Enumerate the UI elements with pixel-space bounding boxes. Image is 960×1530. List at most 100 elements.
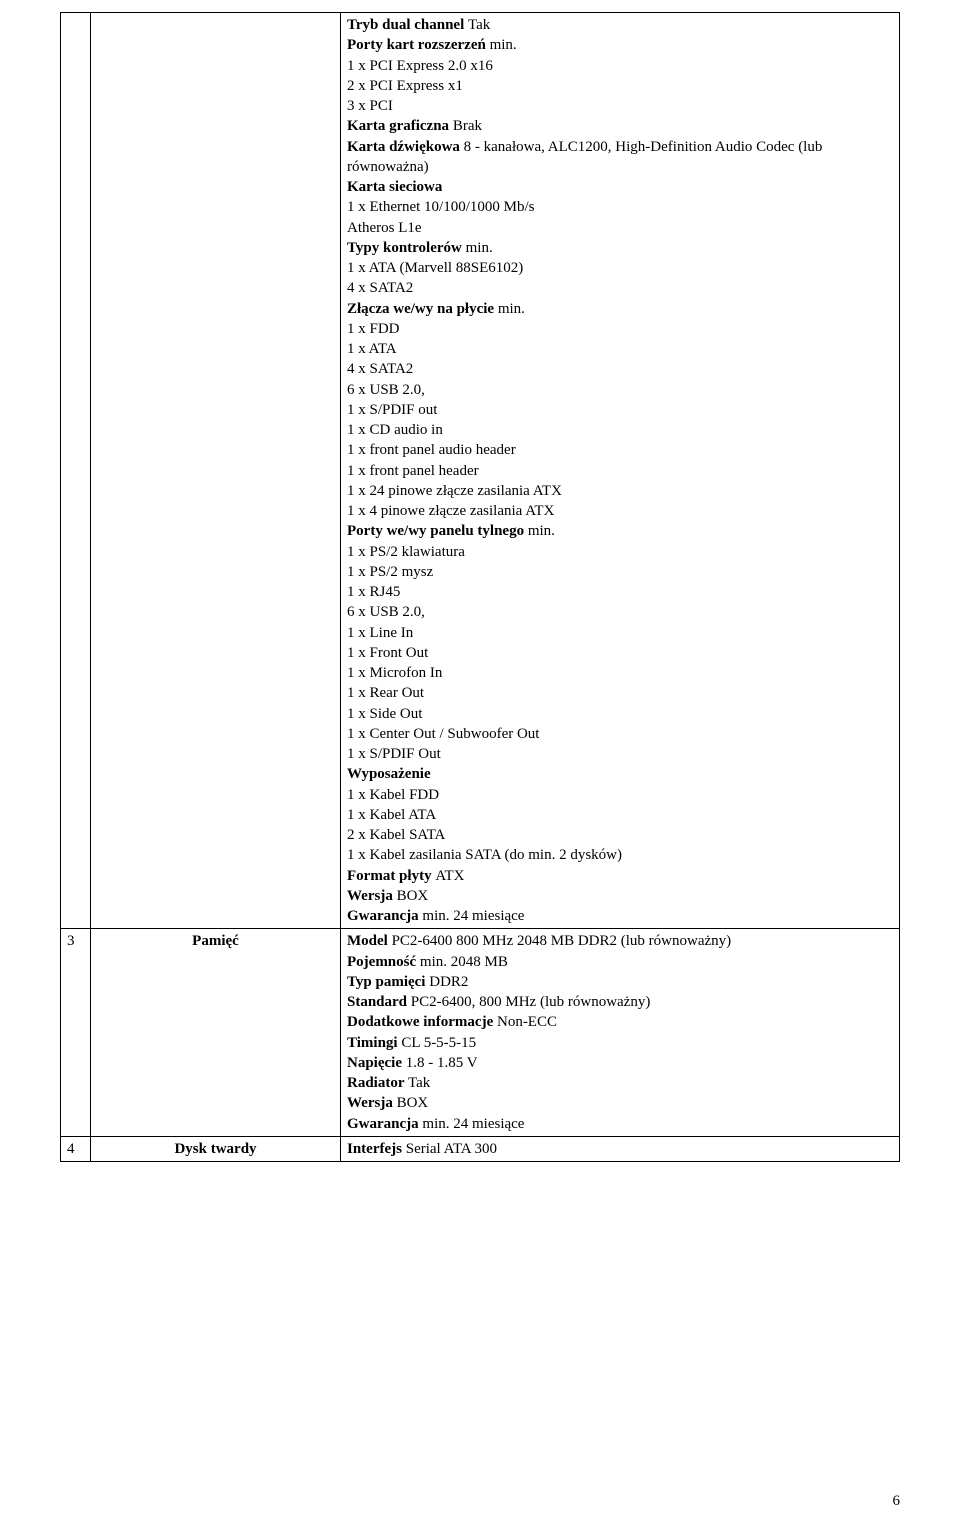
spec-value: 1 x Center Out / Subwoofer Out [347, 726, 539, 742]
spec-line: 1 x RJ45 [347, 582, 893, 602]
spec-line: 1 x Kabel zasilania SATA (do min. 2 dysk… [347, 845, 893, 865]
spec-label: Porty kart rozszerzeń [347, 37, 490, 53]
spec-line: 1 x 4 pinowe złącze zasilania ATX [347, 501, 893, 521]
spec-value: Brak [453, 118, 482, 134]
spec-value: 1 x S/PDIF Out [347, 746, 441, 762]
spec-value: 1 x Microfon In [347, 665, 442, 681]
spec-value: 1 x PS/2 klawiatura [347, 544, 465, 560]
spec-line: Porty kart rozszerzeń min. [347, 35, 893, 55]
spec-line: 1 x PCI Express 2.0 x16 [347, 56, 893, 76]
spec-label: Timingi [347, 1035, 401, 1051]
spec-line: Wersja BOX [347, 886, 893, 906]
spec-value: BOX [397, 1095, 429, 1111]
spec-line: 1 x FDD [347, 319, 893, 339]
spec-label: Wersja [347, 888, 397, 904]
spec-value: 1 x Kabel FDD [347, 787, 439, 803]
spec-line: 1 x Ethernet 10/100/1000 Mb/s [347, 197, 893, 217]
spec-value: min. 2048 MB [420, 954, 508, 970]
spec-line: Model PC2-6400 800 MHz 2048 MB DDR2 (lub… [347, 931, 893, 951]
spec-label: Karta dźwiękowa [347, 139, 464, 155]
spec-label: Typ pamięci [347, 974, 429, 990]
spec-value: 4 x SATA2 [347, 280, 413, 296]
spec-line: 1 x front panel audio header [347, 440, 893, 460]
spec-label: Porty we/wy panelu tylnego [347, 523, 528, 539]
spec-line: Typy kontrolerów min. [347, 238, 893, 258]
spec-label: Radiator [347, 1075, 408, 1091]
spec-label: Gwarancja [347, 1116, 422, 1132]
spec-line: 1 x ATA [347, 339, 893, 359]
spec-line: 4 x SATA2 [347, 278, 893, 298]
spec-line: Interfejs Serial ATA 300 [347, 1139, 893, 1159]
spec-value: 1 x CD audio in [347, 422, 443, 438]
spec-label: Dodatkowe informacje [347, 1014, 497, 1030]
spec-value: 1 x ATA [347, 341, 397, 357]
spec-line: Gwarancja min. 24 miesiące [347, 906, 893, 926]
spec-line: Wersja BOX [347, 1093, 893, 1113]
spec-value: 1.8 - 1.85 V [406, 1055, 478, 1071]
spec-label: Tryb dual channel [347, 17, 468, 33]
spec-label: Gwarancja [347, 908, 422, 924]
page-number: 6 [893, 1493, 901, 1510]
spec-label: Karta sieciowa [347, 179, 442, 195]
spec-value: 1 x PCI Express 2.0 x16 [347, 58, 493, 74]
spec-line: Karta graficzna Brak [347, 116, 893, 136]
spec-value: 1 x 4 pinowe złącze zasilania ATX [347, 503, 554, 519]
row-number: 3 [61, 929, 91, 1137]
spec-line: 1 x front panel header [347, 461, 893, 481]
spec-label: Interfejs [347, 1141, 406, 1157]
spec-value: BOX [397, 888, 429, 904]
spec-value: 1 x Kabel zasilania SATA (do min. 2 dysk… [347, 847, 622, 863]
spec-value: 1 x Ethernet 10/100/1000 Mb/s [347, 199, 535, 215]
spec-value: ATX [435, 868, 464, 884]
spec-line: Porty we/wy panelu tylnego min. [347, 521, 893, 541]
row-description: Tryb dual channel TakPorty kart rozszerz… [341, 13, 900, 929]
spec-value: Tak [468, 17, 490, 33]
spec-line: Wyposażenie [347, 764, 893, 784]
spec-label: Wyposażenie [347, 766, 431, 782]
spec-line: 1 x S/PDIF Out [347, 744, 893, 764]
spec-line: Gwarancja min. 24 miesiące [347, 1114, 893, 1134]
spec-line: Złącza we/wy na płycie min. [347, 299, 893, 319]
spec-value: 6 x USB 2.0, [347, 382, 425, 398]
spec-value: PC2-6400, 800 MHz (lub równoważny) [411, 994, 651, 1010]
table-row: 4 Dysk twardy Interfejs Serial ATA 300 [61, 1136, 900, 1161]
spec-line: Napięcie 1.8 - 1.85 V [347, 1053, 893, 1073]
spec-value: min. [466, 240, 493, 256]
row-description: Interfejs Serial ATA 300 [341, 1136, 900, 1161]
spec-value: min. [528, 523, 555, 539]
spec-line: 1 x Rear Out [347, 683, 893, 703]
spec-value: 1 x PS/2 mysz [347, 564, 433, 580]
row-name [91, 13, 341, 929]
spec-label: Napięcie [347, 1055, 406, 1071]
spec-line: Standard PC2-6400, 800 MHz (lub równoważ… [347, 992, 893, 1012]
spec-value: min. 24 miesiące [422, 1116, 524, 1132]
spec-line: 1 x Microfon In [347, 663, 893, 683]
spec-line: 2 x PCI Express x1 [347, 76, 893, 96]
spec-value: Tak [408, 1075, 430, 1091]
spec-line: Pojemność min. 2048 MB [347, 952, 893, 972]
page: Tryb dual channel TakPorty kart rozszerz… [0, 0, 960, 1530]
spec-value: min. [498, 301, 525, 317]
spec-label: Model [347, 933, 392, 949]
spec-line: 1 x ATA (Marvell 88SE6102) [347, 258, 893, 278]
spec-value: 4 x SATA2 [347, 361, 413, 377]
spec-table: Tryb dual channel TakPorty kart rozszerz… [60, 12, 900, 1162]
spec-value: DDR2 [429, 974, 468, 990]
spec-line: 1 x Side Out [347, 704, 893, 724]
spec-value: 3 x PCI [347, 98, 393, 114]
spec-label: Wersja [347, 1095, 397, 1111]
spec-value: 1 x S/PDIF out [347, 402, 437, 418]
spec-value: 1 x Kabel ATA [347, 807, 436, 823]
spec-line: 1 x Center Out / Subwoofer Out [347, 724, 893, 744]
spec-value: 1 x Line In [347, 625, 413, 641]
spec-line: 1 x Kabel FDD [347, 785, 893, 805]
spec-line: Tryb dual channel Tak [347, 15, 893, 35]
spec-line: 1 x Front Out [347, 643, 893, 663]
spec-line: 6 x USB 2.0, [347, 602, 893, 622]
spec-line: 4 x SATA2 [347, 359, 893, 379]
spec-value: 1 x FDD [347, 321, 400, 337]
table-row: 3 Pamięć Model PC2-6400 800 MHz 2048 MB … [61, 929, 900, 1137]
spec-line: Radiator Tak [347, 1073, 893, 1093]
spec-line: 1 x S/PDIF out [347, 400, 893, 420]
spec-value: 1 x front panel header [347, 463, 479, 479]
